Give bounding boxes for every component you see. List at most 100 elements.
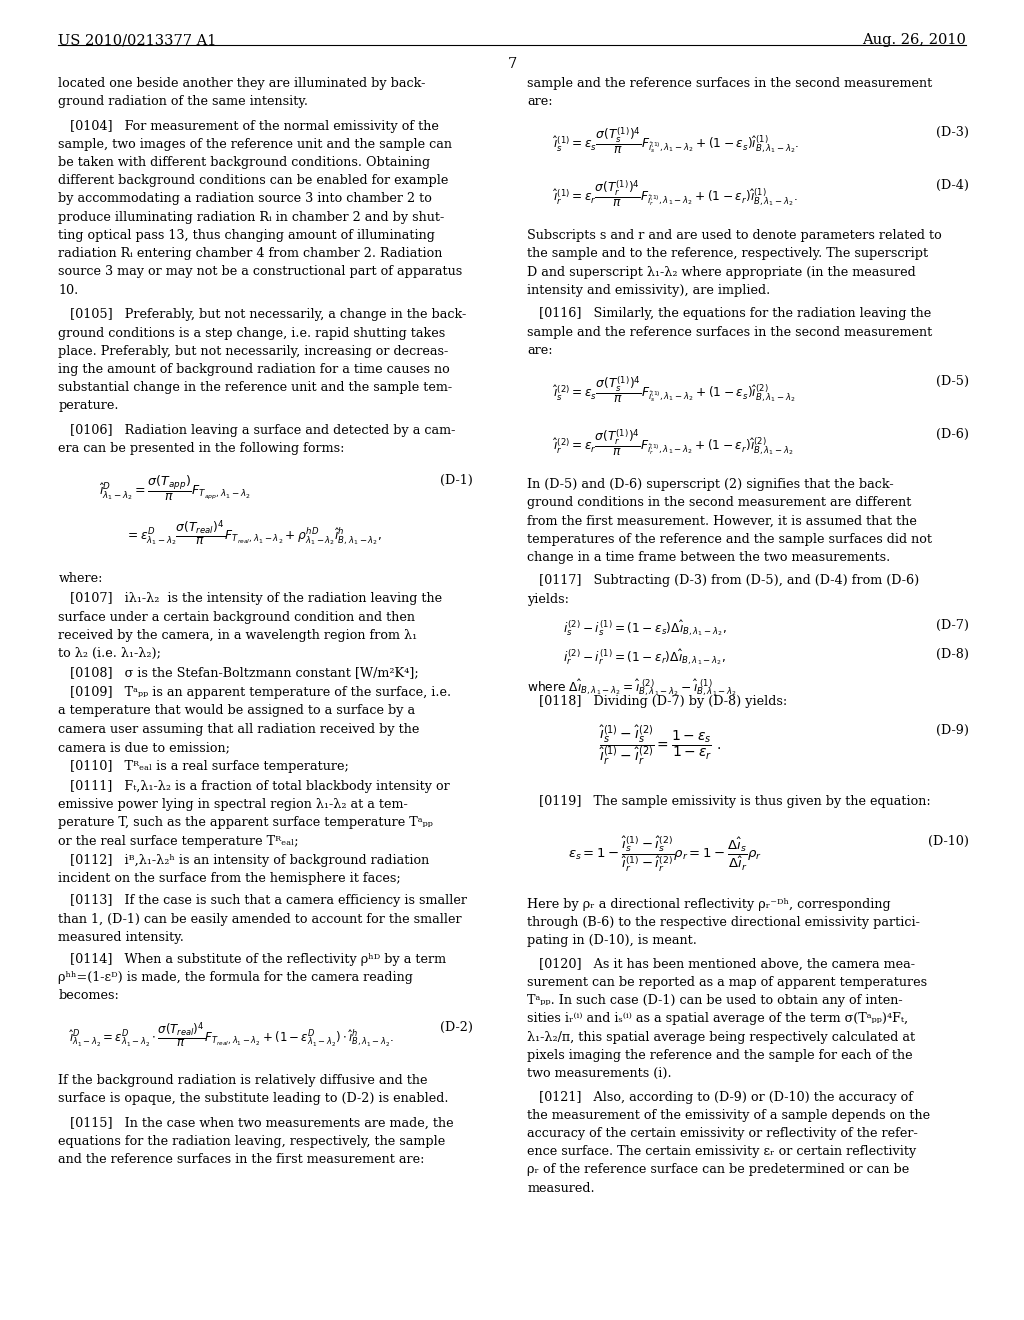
Text: [0104]   For measurement of the normal emissivity of the: [0104] For measurement of the normal emi… bbox=[58, 120, 439, 132]
Text: a temperature that would be assigned to a surface by a: a temperature that would be assigned to … bbox=[58, 705, 416, 717]
Text: [0115]   In the case when two measurements are made, the: [0115] In the case when two measurements… bbox=[58, 1117, 454, 1130]
Text: ρᵣ of the reference surface can be predetermined or can be: ρᵣ of the reference surface can be prede… bbox=[527, 1163, 909, 1176]
Text: Subscripts s and r and are used to denote parameters related to: Subscripts s and r and are used to denot… bbox=[527, 230, 942, 242]
Text: $\hat{\imath}^{(2)}_s = \varepsilon_s \dfrac{\sigma(T_s^{(1)})^4}{\pi} F_{\hat{\: $\hat{\imath}^{(2)}_s = \varepsilon_s \d… bbox=[553, 375, 796, 405]
Text: ting optical pass 13, thus changing amount of illuminating: ting optical pass 13, thus changing amou… bbox=[58, 228, 435, 242]
Text: sample and the reference surfaces in the second measurement: sample and the reference surfaces in the… bbox=[527, 326, 933, 338]
Text: [0109]   Tᵃₚₚ is an apparent temperature of the surface, i.e.: [0109] Tᵃₚₚ is an apparent temperature o… bbox=[58, 686, 452, 700]
Text: radiation Rᵢ entering chamber 4 from chamber 2. Radiation: radiation Rᵢ entering chamber 4 from cha… bbox=[58, 247, 442, 260]
Text: [0116]   Similarly, the equations for the radiation leaving the: [0116] Similarly, the equations for the … bbox=[527, 308, 932, 321]
Text: 10.: 10. bbox=[58, 284, 79, 297]
Text: source 3 may or may not be a constructional part of apparatus: source 3 may or may not be a constructio… bbox=[58, 265, 463, 279]
Text: than 1, (D-1) can be easily amended to account for the smaller: than 1, (D-1) can be easily amended to a… bbox=[58, 912, 462, 925]
Text: D and superscript λ₁-λ₂ where appropriate (in the measured: D and superscript λ₁-λ₂ where appropriat… bbox=[527, 265, 916, 279]
Text: located one beside another they are illuminated by back-: located one beside another they are illu… bbox=[58, 77, 426, 90]
Text: $\hat{\imath}^{(2)}_r = \varepsilon_r \dfrac{\sigma(T_r^{(1)})^4}{\pi} F_{\hat{\: $\hat{\imath}^{(2)}_r = \varepsilon_r \d… bbox=[553, 428, 794, 458]
Text: $\hat{\imath}^{D}_{\lambda_1-\lambda_2} = \varepsilon^{D}_{\lambda_1-\lambda_2} : $\hat{\imath}^{D}_{\lambda_1-\lambda_2} … bbox=[69, 1020, 393, 1051]
Text: era can be presented in the following forms:: era can be presented in the following fo… bbox=[58, 442, 345, 455]
Text: (D-4): (D-4) bbox=[936, 180, 969, 191]
Text: Aug. 26, 2010: Aug. 26, 2010 bbox=[862, 33, 966, 48]
Text: [0113]   If the case is such that a camera efficiency is smaller: [0113] If the case is such that a camera… bbox=[58, 895, 467, 907]
Text: [0106]   Radiation leaving a surface and detected by a cam-: [0106] Radiation leaving a surface and d… bbox=[58, 424, 456, 437]
Text: ground radiation of the same intensity.: ground radiation of the same intensity. bbox=[58, 95, 308, 108]
Text: camera is due to emission;: camera is due to emission; bbox=[58, 741, 230, 754]
Text: Here by ρᵣ a directional reflectivity ρᵣ⁻ᴰʰ, corresponding: Here by ρᵣ a directional reflectivity ρᵣ… bbox=[527, 898, 891, 911]
Text: surement can be reported as a map of apparent temperatures: surement can be reported as a map of app… bbox=[527, 975, 928, 989]
Text: emissive power lying in spectral region λ₁-λ₂ at a tem-: emissive power lying in spectral region … bbox=[58, 799, 409, 810]
Text: sities iᵣ⁽ⁱ⁾ and iₛ⁽ⁱ⁾ as a spatial average of the term σ(Tᵃₚₚ)⁴Fₜ,: sities iᵣ⁽ⁱ⁾ and iₛ⁽ⁱ⁾ as a spatial aver… bbox=[527, 1012, 908, 1026]
Text: measured.: measured. bbox=[527, 1181, 595, 1195]
Text: (D-8): (D-8) bbox=[936, 648, 969, 661]
Text: [0108]   σ is the Stefan-Boltzmann constant [W/m²K⁴];: [0108] σ is the Stefan-Boltzmann constan… bbox=[58, 667, 419, 680]
Text: to λ₂ (i.e. λ₁-λ₂);: to λ₂ (i.e. λ₁-λ₂); bbox=[58, 647, 161, 660]
Text: ground conditions is a step change, i.e. rapid shutting takes: ground conditions is a step change, i.e.… bbox=[58, 326, 445, 339]
Text: are:: are: bbox=[527, 343, 553, 356]
Text: ence surface. The certain emissivity εᵣ or certain reflectivity: ence surface. The certain emissivity εᵣ … bbox=[527, 1146, 916, 1158]
Text: [0105]   Preferably, but not necessarily, a change in the back-: [0105] Preferably, but not necessarily, … bbox=[58, 309, 467, 321]
Text: $\hat{\imath}^{D}_{\lambda_1 - \lambda_2} = \dfrac{\sigma(T_{app})}{\pi} F_{T_{a: $\hat{\imath}^{D}_{\lambda_1 - \lambda_2… bbox=[99, 474, 251, 503]
Text: (D-5): (D-5) bbox=[936, 375, 969, 388]
Text: by accommodating a radiation source 3 into chamber 2 to: by accommodating a radiation source 3 in… bbox=[58, 193, 432, 206]
Text: (D-6): (D-6) bbox=[936, 428, 969, 441]
Text: ρʰʰ=(1-εᴰ) is made, the formula for the camera reading: ρʰʰ=(1-εᴰ) is made, the formula for the … bbox=[58, 972, 414, 985]
Text: received by the camera, in a wavelength region from λ₁: received by the camera, in a wavelength … bbox=[58, 628, 418, 642]
Text: change in a time frame between the two measurements.: change in a time frame between the two m… bbox=[527, 550, 891, 564]
Text: two measurements (i).: two measurements (i). bbox=[527, 1067, 672, 1080]
Text: are:: are: bbox=[527, 95, 553, 108]
Text: (D-10): (D-10) bbox=[928, 834, 969, 847]
Text: produce illuminating radiation Rᵢ in chamber 2 and by shut-: produce illuminating radiation Rᵢ in cha… bbox=[58, 211, 444, 223]
Text: perature T, such as the apparent surface temperature Tᵃₚₚ: perature T, such as the apparent surface… bbox=[58, 816, 433, 829]
Text: yields:: yields: bbox=[527, 593, 569, 606]
Text: or the real surface temperature Tᴿₑₐₗ;: or the real surface temperature Tᴿₑₐₗ; bbox=[58, 834, 299, 847]
Text: $i_s^{(2)}-i_s^{(1)}=(1-\varepsilon_s)\Delta\hat{\imath}_{B,\lambda_1-\lambda_2}: $i_s^{(2)}-i_s^{(1)}=(1-\varepsilon_s)\D… bbox=[563, 619, 727, 639]
Text: $\hat{\imath}^{(1)}_s = \varepsilon_s \dfrac{\sigma(T_s^{(1)})^4}{\pi} F_{\hat{\: $\hat{\imath}^{(1)}_s = \varepsilon_s \d… bbox=[553, 127, 800, 156]
Text: [0117]   Subtracting (D-3) from (D-5), and (D-4) from (D-6): [0117] Subtracting (D-3) from (D-5), and… bbox=[527, 574, 920, 587]
Text: incident on the surface from the hemisphere it faces;: incident on the surface from the hemisph… bbox=[58, 873, 401, 886]
Text: [0110]   Tᴿₑₐₗ is a real surface temperature;: [0110] Tᴿₑₐₗ is a real surface temperatu… bbox=[58, 760, 349, 774]
Text: surface is opaque, the substitute leading to (D-2) is enabled.: surface is opaque, the substitute leadin… bbox=[58, 1092, 449, 1105]
Text: place. Preferably, but not necessarily, increasing or decreas-: place. Preferably, but not necessarily, … bbox=[58, 345, 449, 358]
Text: perature.: perature. bbox=[58, 400, 119, 412]
Text: (D-1): (D-1) bbox=[440, 474, 473, 487]
Text: sample, two images of the reference unit and the sample can: sample, two images of the reference unit… bbox=[58, 137, 453, 150]
Text: ing the amount of background radiation for a time causes no: ing the amount of background radiation f… bbox=[58, 363, 451, 376]
Text: the sample and to the reference, respectively. The superscript: the sample and to the reference, respect… bbox=[527, 247, 929, 260]
Text: [0114]   When a substitute of the reflectivity ρʰᴰ by a term: [0114] When a substitute of the reflecti… bbox=[58, 953, 446, 966]
Text: and the reference surfaces in the first measurement are:: and the reference surfaces in the first … bbox=[58, 1154, 425, 1166]
Text: If the background radiation is relatively diffusive and the: If the background radiation is relativel… bbox=[58, 1073, 428, 1086]
Text: (D-7): (D-7) bbox=[936, 619, 969, 632]
Text: $\dfrac{\hat{\imath}_s^{(1)}-\hat{\imath}_s^{(2)}}{\hat{\imath}_r^{(1)}-\hat{\im: $\dfrac{\hat{\imath}_s^{(1)}-\hat{\imath… bbox=[599, 723, 721, 767]
Text: [0107]   iλ₁-λ₂  is the intensity of the radiation leaving the: [0107] iλ₁-λ₂ is the intensity of the ra… bbox=[58, 593, 442, 606]
Text: [0119]   The sample emissivity is thus given by the equation:: [0119] The sample emissivity is thus giv… bbox=[527, 795, 931, 808]
Text: be taken with different background conditions. Obtaining: be taken with different background condi… bbox=[58, 156, 430, 169]
Text: intensity and emissivity), are implied.: intensity and emissivity), are implied. bbox=[527, 284, 771, 297]
Text: $\hat{\imath}^{(1)}_r = \varepsilon_r \dfrac{\sigma(T_r^{(1)})^4}{\pi} F_{\hat{\: $\hat{\imath}^{(1)}_r = \varepsilon_r \d… bbox=[553, 180, 798, 209]
Text: 7: 7 bbox=[507, 57, 517, 71]
Text: where:: where: bbox=[58, 572, 102, 585]
Text: pixels imaging the reference and the sample for each of the: pixels imaging the reference and the sam… bbox=[527, 1049, 913, 1061]
Text: from the first measurement. However, it is assumed that the: from the first measurement. However, it … bbox=[527, 515, 918, 528]
Text: accuracy of the certain emissivity or reflectivity of the refer-: accuracy of the certain emissivity or re… bbox=[527, 1127, 919, 1140]
Text: In (D-5) and (D-6) superscript (2) signifies that the back-: In (D-5) and (D-6) superscript (2) signi… bbox=[527, 478, 894, 491]
Text: US 2010/0213377 A1: US 2010/0213377 A1 bbox=[58, 33, 217, 48]
Text: $i_r^{(2)}-i_r^{(1)}=(1-\varepsilon_r)\Delta\hat{\imath}_{B,\lambda_1-\lambda_2}: $i_r^{(2)}-i_r^{(1)}=(1-\varepsilon_r)\D… bbox=[563, 648, 726, 668]
Text: [0121]   Also, according to (D-9) or (D-10) the accuracy of: [0121] Also, according to (D-9) or (D-10… bbox=[527, 1090, 913, 1104]
Text: ground conditions in the second measurement are different: ground conditions in the second measurem… bbox=[527, 496, 911, 510]
Text: through (B-6) to the respective directional emissivity partici-: through (B-6) to the respective directio… bbox=[527, 916, 921, 929]
Text: camera user assuming that all radiation received by the: camera user assuming that all radiation … bbox=[58, 722, 420, 735]
Text: (D-9): (D-9) bbox=[936, 723, 969, 737]
Text: [0112]   iᴮ,λ₁-λ₂ʰ is an intensity of background radiation: [0112] iᴮ,λ₁-λ₂ʰ is an intensity of back… bbox=[58, 854, 430, 867]
Text: substantial change in the reference unit and the sample tem-: substantial change in the reference unit… bbox=[58, 381, 453, 395]
Text: different background conditions can be enabled for example: different background conditions can be e… bbox=[58, 174, 449, 187]
Text: becomes:: becomes: bbox=[58, 990, 119, 1002]
Text: λ₁-λ₂/π, this spatial average being respectively calculated at: λ₁-λ₂/π, this spatial average being resp… bbox=[527, 1031, 915, 1044]
Text: sample and the reference surfaces in the second measurement: sample and the reference surfaces in the… bbox=[527, 77, 933, 90]
Text: [0120]   As it has been mentioned above, the camera mea-: [0120] As it has been mentioned above, t… bbox=[527, 958, 915, 970]
Text: $= \varepsilon^{D}_{\lambda_1-\lambda_2} \dfrac{\sigma(T_{real})^4}{\pi} F_{T_{r: $= \varepsilon^{D}_{\lambda_1-\lambda_2}… bbox=[125, 519, 382, 548]
Text: where $\Delta\hat{\imath}_{B,\lambda_1-\lambda_2}=\hat{\imath}_{B,\lambda_1-\lam: where $\Delta\hat{\imath}_{B,\lambda_1-\… bbox=[527, 677, 737, 698]
Text: temperatures of the reference and the sample surfaces did not: temperatures of the reference and the sa… bbox=[527, 533, 933, 545]
Text: Tᵃₚₚ. In such case (D-1) can be used to obtain any of inten-: Tᵃₚₚ. In such case (D-1) can be used to … bbox=[527, 994, 903, 1007]
Text: the measurement of the emissivity of a sample depends on the: the measurement of the emissivity of a s… bbox=[527, 1109, 931, 1122]
Text: $\varepsilon_s = 1 - \dfrac{\hat{\imath}_s^{(1)}-\hat{\imath}_s^{(2)}}{\hat{\ima: $\varepsilon_s = 1 - \dfrac{\hat{\imath}… bbox=[568, 834, 762, 874]
Text: [0118]   Dividing (D-7) by (D-8) yields:: [0118] Dividing (D-7) by (D-8) yields: bbox=[527, 696, 787, 708]
